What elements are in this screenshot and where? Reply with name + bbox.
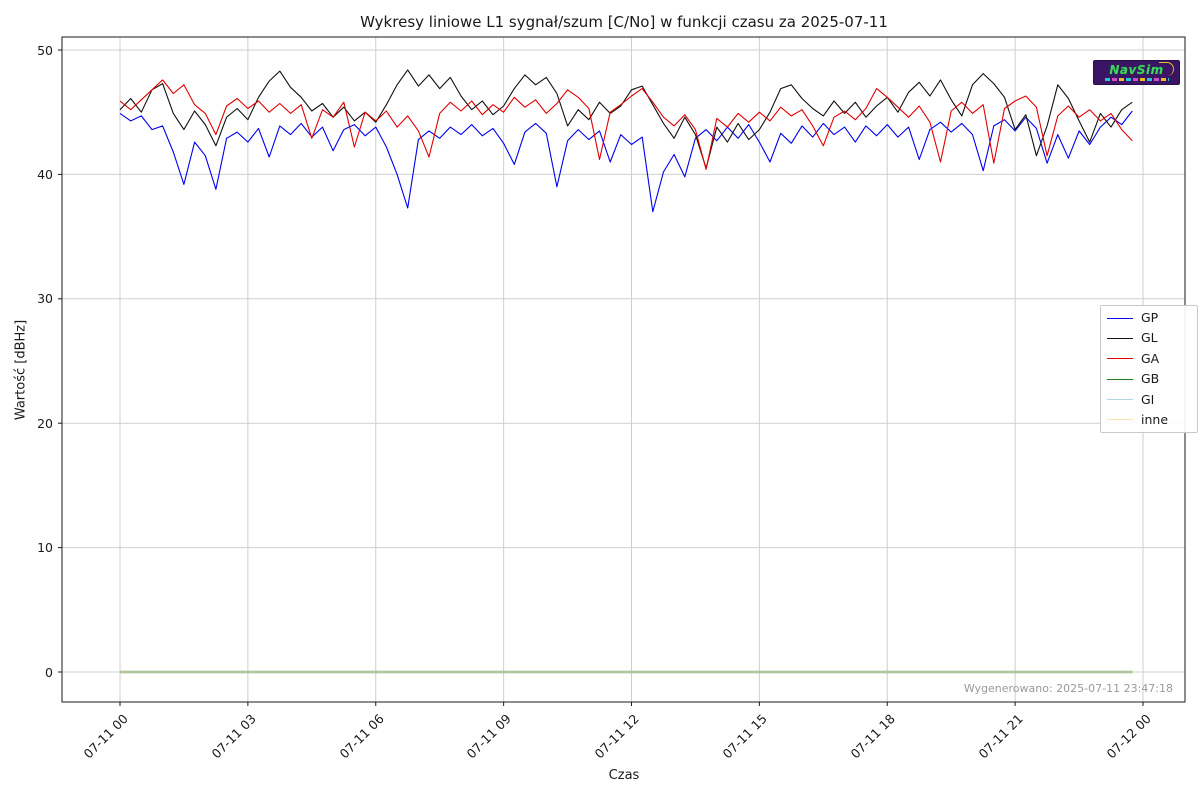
legend-item-GP: GP xyxy=(1107,310,1191,326)
legend-line-swatch xyxy=(1107,337,1133,339)
navsim-logo: NavSim xyxy=(1093,60,1180,85)
legend-item-GB: GB xyxy=(1107,371,1191,387)
legend-item-GI: GI xyxy=(1107,392,1191,408)
y-tick-label: 50 xyxy=(37,42,53,58)
navsim-logo-subtext xyxy=(1104,78,1169,81)
y-tick-label: 0 xyxy=(45,664,53,680)
legend: GP GL GA GB GI inne xyxy=(1100,305,1198,433)
legend-label: GB xyxy=(1141,371,1160,387)
legend-label: GI xyxy=(1141,391,1155,407)
y-tick-label: 10 xyxy=(37,540,53,556)
legend-line-swatch xyxy=(1107,317,1133,319)
x-axis-label: Czas xyxy=(608,768,640,783)
legend-item-GL: GL xyxy=(1107,330,1191,346)
navsim-swoosh-icon xyxy=(1158,62,1174,76)
legend-line-swatch xyxy=(1107,358,1133,360)
legend-item-inne: inne xyxy=(1107,412,1191,428)
generated-timestamp: Wygenerowano: 2025-07-11 23:47:18 xyxy=(963,682,1173,695)
series-line-GA xyxy=(119,79,1133,170)
y-tick-label: 20 xyxy=(37,415,53,431)
y-tick-label: 40 xyxy=(37,166,53,182)
legend-label: GA xyxy=(1141,350,1160,366)
legend-line-swatch xyxy=(1107,378,1133,380)
y-axis-label: Wartość [dBHz] xyxy=(13,319,29,421)
legend-item-GA: GA xyxy=(1107,351,1191,367)
legend-label: GP xyxy=(1141,310,1159,325)
y-tick-label: 30 xyxy=(37,291,53,307)
series-line-GP xyxy=(119,110,1133,213)
chart-title: Wykresy liniowe L1 sygnał/szum [C/No] w … xyxy=(360,13,888,31)
legend-label: inne xyxy=(1141,411,1169,427)
legend-line-swatch xyxy=(1107,419,1133,421)
navsim-logo-text: NavSim xyxy=(1109,62,1174,76)
series-line-GL xyxy=(119,69,1133,169)
legend-label: GL xyxy=(1141,330,1158,346)
legend-line-swatch xyxy=(1107,399,1133,401)
